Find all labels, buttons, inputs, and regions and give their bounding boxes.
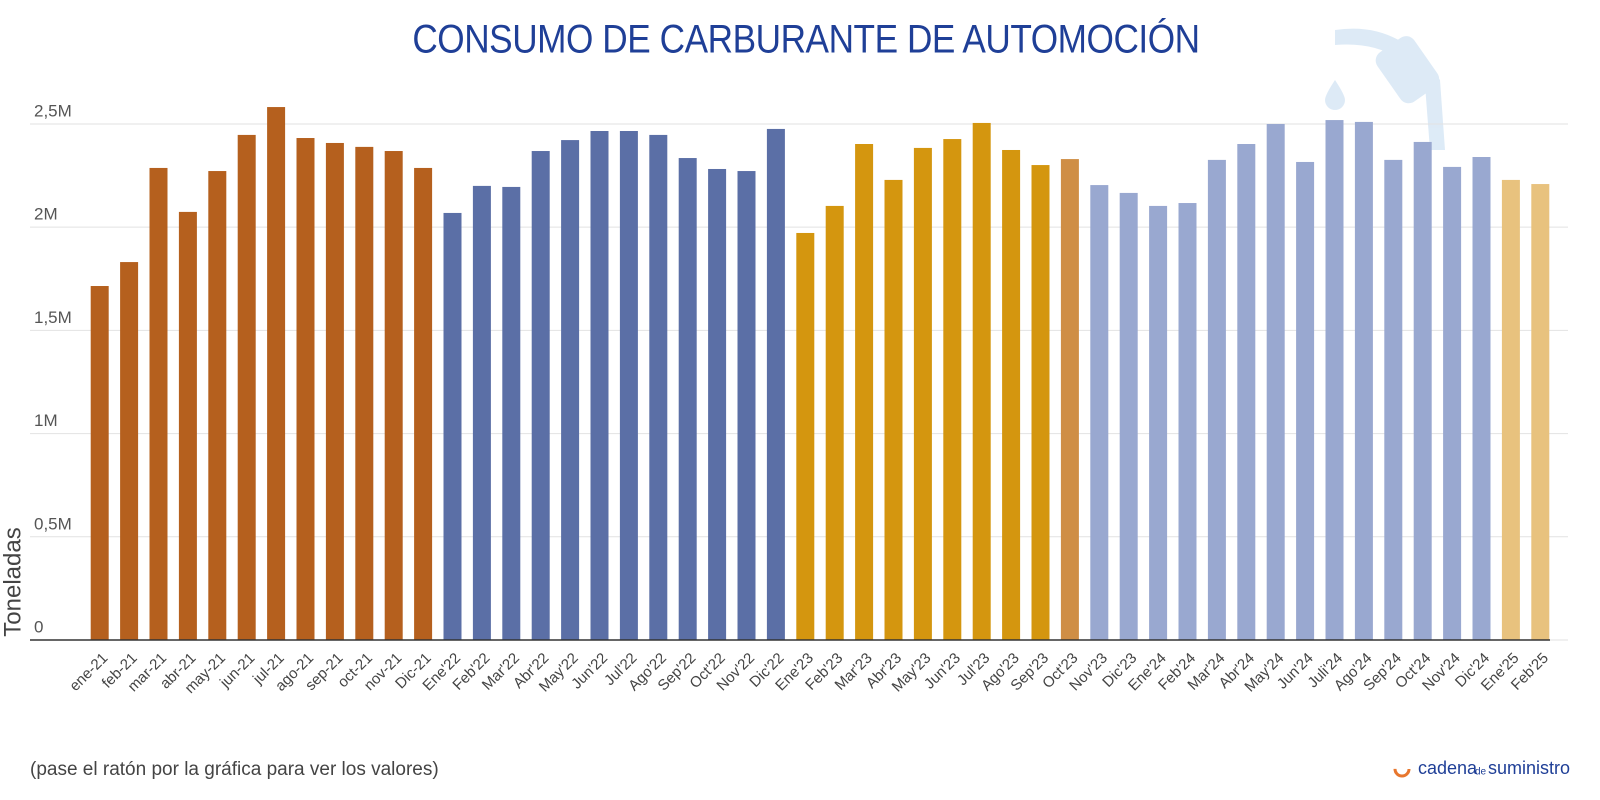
pump-icon	[1325, 28, 1445, 151]
bar	[619, 130, 638, 640]
bar	[267, 107, 286, 640]
y-tick-label: 1,5M	[34, 308, 72, 327]
bar	[120, 262, 139, 640]
y-axis-title: Toneladas	[0, 527, 26, 636]
brand-text: de	[1475, 767, 1487, 778]
bar	[561, 140, 580, 641]
bar	[502, 186, 521, 641]
bar	[531, 151, 550, 640]
bar	[737, 171, 756, 641]
bar	[766, 128, 785, 641]
bar	[1002, 149, 1021, 640]
y-tick-label: 1M	[34, 411, 58, 430]
bar	[443, 212, 462, 641]
note: (pase el ratón por la gráfica para ver l…	[30, 759, 439, 780]
y-tick-label: 2,5M	[34, 101, 72, 120]
bar	[590, 130, 609, 640]
bar	[855, 144, 874, 641]
bar	[178, 211, 197, 640]
bar	[1354, 121, 1373, 640]
bar	[90, 286, 109, 640]
bar	[1296, 161, 1315, 640]
bar	[355, 146, 374, 640]
brand-text: cadena	[1418, 758, 1478, 778]
bar	[913, 147, 932, 640]
bar	[208, 171, 227, 641]
bar	[678, 158, 697, 640]
bar	[1443, 166, 1462, 640]
bar	[796, 232, 815, 640]
bar	[649, 134, 668, 640]
bar	[325, 142, 344, 641]
bar	[149, 167, 168, 640]
bar	[414, 167, 433, 640]
bar	[237, 134, 256, 640]
y-tick-label: 2M	[34, 205, 58, 224]
bar	[825, 205, 844, 640]
bar	[972, 122, 991, 640]
y-tick-label: 0,5M	[34, 514, 72, 533]
bar	[1384, 159, 1403, 641]
brand-text: suministro	[1488, 758, 1570, 778]
bar	[1031, 165, 1050, 640]
chart-title: CONSUMO DE CARBURANTE DE AUTOMOCIÓN	[412, 16, 1199, 61]
bar	[1325, 120, 1344, 640]
bar	[1178, 203, 1197, 640]
bar	[1149, 205, 1168, 640]
bar	[1237, 144, 1256, 641]
bar	[1119, 192, 1138, 640]
bar	[1090, 185, 1109, 641]
bar	[1207, 159, 1226, 641]
bar	[472, 185, 491, 641]
bar	[1413, 141, 1432, 641]
bar	[884, 179, 903, 640]
bar	[943, 139, 962, 640]
bar	[384, 151, 403, 640]
x-tick-label: ene-21	[66, 650, 111, 695]
bar	[1472, 157, 1491, 641]
bar	[708, 168, 727, 640]
bar	[296, 138, 315, 640]
bar	[1060, 159, 1079, 640]
y-tick-label: 0	[34, 617, 43, 636]
bar	[1501, 179, 1520, 640]
bar	[1266, 123, 1285, 640]
brand-logo: cadena de suministro	[1393, 758, 1570, 778]
bar	[1531, 184, 1550, 641]
